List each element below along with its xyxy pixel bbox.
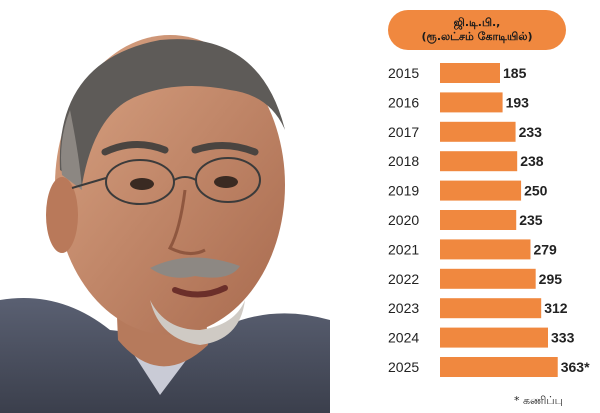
- bar-2022: [440, 268, 536, 289]
- chart-subtitle: (ரூ.லட்சம் கோடியில்): [421, 30, 533, 43]
- year-label-2022: 2022: [388, 271, 419, 287]
- bar-2021: [440, 239, 531, 260]
- bar-2017: [440, 121, 516, 142]
- value-label-2018: 238: [520, 153, 544, 169]
- value-label-2025: 363*: [561, 359, 590, 375]
- value-label-2020: 235: [519, 212, 543, 228]
- year-label-2016: 2016: [388, 94, 419, 110]
- value-label-2016: 193: [506, 94, 530, 110]
- bar-2016: [440, 92, 503, 113]
- year-label-2023: 2023: [388, 300, 419, 316]
- bar-2023: [440, 298, 542, 319]
- value-label-2015: 185: [503, 65, 527, 81]
- year-label-2019: 2019: [388, 183, 419, 199]
- portrait-illustration: [0, 35, 330, 413]
- bar-plot: 2015 185 2016 193 2017 233 2018 238 2019 250 2020 2…: [388, 63, 590, 377]
- value-label-2021: 279: [533, 241, 557, 257]
- year-label-2015: 2015: [388, 65, 419, 81]
- year-label-2025: 2025: [388, 359, 419, 375]
- footnote: * கணிப்பு: [514, 394, 563, 407]
- value-label-2024: 333: [551, 330, 575, 346]
- bar-2019: [440, 180, 522, 201]
- portrait-photo: [0, 35, 330, 413]
- value-label-2017: 233: [519, 124, 543, 140]
- bar-2020: [440, 210, 517, 230]
- year-label-2020: 2020: [388, 212, 419, 228]
- gdp-chart: ஜி.டி.பி., (ரூ.லட்சம் கோடியில்) 2015 185 2…: [380, 0, 600, 413]
- value-label-2023: 312: [544, 300, 568, 316]
- value-label-2022: 295: [539, 271, 563, 287]
- year-label-2024: 2024: [388, 330, 419, 346]
- bar-2024: [440, 327, 548, 348]
- year-label-2021: 2021: [388, 241, 419, 257]
- year-label-2017: 2017: [388, 124, 419, 140]
- year-label-2018: 2018: [388, 153, 419, 169]
- value-label-2019: 250: [524, 183, 548, 199]
- chart-title: ஜி.டி.பி.,: [453, 16, 501, 29]
- bar-2015: [440, 63, 500, 83]
- bar-2018: [440, 151, 518, 172]
- bar-2025: [440, 357, 558, 377]
- chart-title-pill: ஜி.டி.பி., (ரூ.லட்சம் கோடியில்): [388, 10, 566, 50]
